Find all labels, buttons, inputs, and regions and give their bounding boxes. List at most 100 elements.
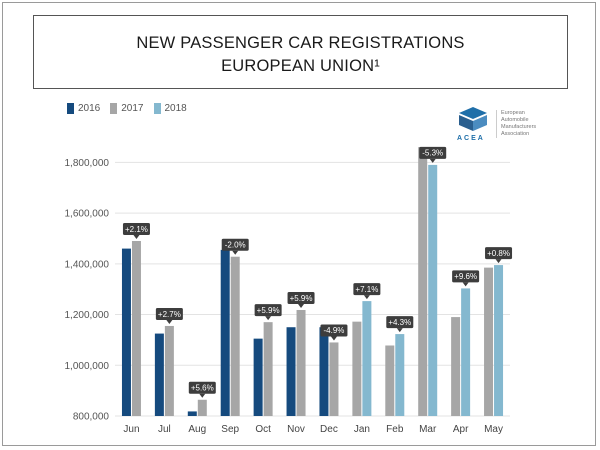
bar-2016-jul — [154, 333, 164, 416]
legend-label-2018: 2018 — [164, 103, 187, 114]
y-tick-label: 1,600,000 — [65, 209, 110, 220]
legend-swatch-2017 — [110, 103, 118, 114]
bar-2017-jan — [352, 321, 362, 416]
bar-2018-mar — [428, 164, 438, 416]
legend-swatch-2016 — [67, 103, 74, 114]
legend-item-2018: 2018 — [153, 103, 187, 114]
bar-2017-mar — [418, 147, 428, 417]
y-tick-label: 1,400,000 — [65, 259, 110, 270]
chart-title-line-1: NEW PASSENGER CAR REGISTRATIONS — [136, 34, 465, 52]
change-badge-pointer — [265, 316, 272, 321]
x-tick-label: Sep — [221, 424, 239, 435]
acea-org-name: European Automobile Manufacturers Associ… — [496, 110, 556, 138]
chart-legend: 2016 2017 2018 — [67, 103, 187, 114]
legend-item-2017: 2017 — [110, 103, 144, 114]
acea-org-line: Automobile — [501, 117, 529, 123]
bar-2016-nov — [286, 327, 296, 416]
change-badge-pointer — [232, 250, 239, 255]
acea-org-line: European — [501, 110, 525, 116]
x-tick-label: Aug — [188, 424, 206, 435]
x-tick-label: Jun — [123, 424, 139, 435]
bar-2016-dec — [319, 327, 329, 416]
x-tick-label: Mar — [419, 424, 437, 435]
change-badge-pointer — [199, 393, 206, 398]
change-badge — [452, 270, 480, 283]
change-badge-pointer — [166, 319, 173, 324]
legend-label-2017: 2017 — [121, 103, 144, 114]
x-tick-label: Dec — [320, 424, 338, 435]
change-badge — [155, 307, 183, 320]
y-tick-label: 800,000 — [73, 412, 110, 423]
change-badge-pointer — [429, 158, 436, 163]
chart-title-box: NEW PASSENGER CAR REGISTRATIONS EUROPEAN… — [33, 15, 568, 89]
bar-2017-nov — [296, 309, 306, 416]
change-badge — [188, 381, 216, 394]
bar-2017-apr — [451, 317, 461, 416]
change-badge — [254, 304, 282, 317]
x-tick-label: Nov — [287, 424, 305, 435]
x-tick-label: Apr — [453, 424, 469, 435]
bar-2016-sep — [220, 249, 230, 416]
change-badge — [353, 283, 381, 296]
bar-2017-jun — [131, 240, 141, 416]
slide-frame — [2, 2, 596, 446]
bar-2017-jul — [164, 325, 174, 416]
change-badge — [320, 324, 348, 337]
change-badge-label: +5.6% — [191, 384, 214, 393]
legend-item-2016: 2016 — [67, 103, 100, 114]
change-badge-label: -4.9% — [324, 326, 345, 335]
change-badge-pointer — [462, 282, 469, 287]
x-tick-label: Jan — [354, 424, 370, 435]
change-badge-label: +5.9% — [290, 294, 313, 303]
change-badge-pointer — [363, 295, 370, 300]
change-badge-label: +9.6% — [454, 272, 477, 281]
change-badge — [419, 146, 447, 159]
bar-2018-apr — [461, 288, 471, 416]
change-badge-pointer — [330, 336, 337, 341]
bar-2018-feb — [395, 334, 405, 416]
bar-2017-dec — [329, 342, 339, 416]
bar-2018-may — [494, 265, 504, 416]
bar-2016-jun — [121, 248, 131, 416]
x-tick-label: Oct — [255, 424, 271, 435]
change-badge-label: +2.1% — [125, 225, 148, 234]
change-badge — [122, 222, 150, 235]
acea-logo: ACEA European Automobile Manufacturers A… — [457, 105, 557, 147]
x-tick-label: May — [484, 424, 503, 435]
change-badge-label: +4.3% — [388, 318, 411, 327]
change-badge-pointer — [495, 259, 502, 264]
bar-2018-jan — [362, 301, 372, 416]
change-badge — [485, 247, 513, 260]
y-tick-label: 1,800,000 — [65, 158, 110, 169]
x-tick-label: Feb — [386, 424, 404, 435]
change-badge-label: +5.9% — [257, 306, 280, 315]
change-badge-label: +7.1% — [355, 285, 378, 294]
y-tick-label: 1,200,000 — [65, 310, 110, 321]
legend-label-2016: 2016 — [78, 103, 101, 114]
bar-2016-aug — [187, 411, 197, 416]
change-badge-pointer — [133, 234, 140, 239]
change-badge — [287, 291, 315, 304]
bar-2017-aug — [197, 399, 207, 416]
chart-title-line-2: EUROPEAN UNION¹ — [221, 57, 380, 75]
acea-acronym: ACEA — [457, 135, 485, 142]
bar-2017-oct — [263, 322, 273, 416]
bar-2017-may — [484, 267, 494, 416]
acea-org-line: Association — [501, 131, 530, 137]
change-badge — [221, 238, 249, 251]
change-badge-label: +2.7% — [158, 310, 181, 319]
change-badge — [386, 316, 414, 329]
bar-2016-oct — [253, 338, 263, 416]
change-badge-label: -5.3% — [422, 149, 443, 158]
x-tick-label: Jul — [158, 424, 171, 435]
y-tick-label: 1,000,000 — [65, 361, 110, 372]
bar-2017-feb — [385, 345, 395, 416]
change-badge-label: +0.8% — [487, 249, 510, 258]
bar-2017-sep — [230, 256, 240, 416]
acea-cube-icon — [459, 107, 487, 131]
change-badge-label: -2.0% — [225, 241, 246, 250]
legend-swatch-2018 — [153, 103, 161, 114]
change-badge-pointer — [396, 328, 403, 333]
change-badge-pointer — [298, 303, 305, 308]
